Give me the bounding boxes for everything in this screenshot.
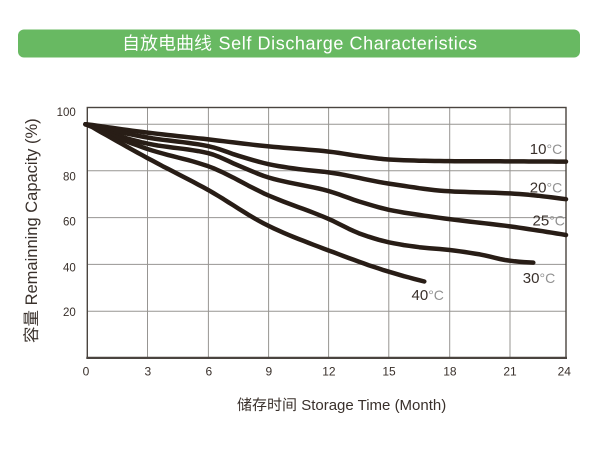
svg-text:80: 80 [63, 171, 76, 183]
svg-text:100: 100 [57, 107, 76, 119]
svg-text:Remainning Capacity (%): Remainning Capacity (%) [23, 118, 41, 305]
svg-text:40: 40 [63, 263, 76, 275]
svg-text:6: 6 [205, 364, 212, 378]
svg-text:3: 3 [144, 364, 151, 378]
svg-text:20: 20 [63, 307, 76, 319]
svg-text:12: 12 [322, 364, 336, 378]
svg-text:Storage Time (Month): Storage Time (Month) [301, 397, 446, 414]
svg-text:21: 21 [503, 364, 517, 378]
svg-text:10°C: 10°C [530, 141, 562, 158]
svg-text:9: 9 [265, 364, 272, 378]
svg-text:0: 0 [83, 364, 90, 378]
svg-text:Self Discharge Characteristics: Self Discharge Characteristics [219, 34, 478, 54]
svg-text:20°C: 20°C [530, 180, 562, 197]
svg-text:15: 15 [382, 364, 396, 378]
svg-text:30°C: 30°C [523, 270, 555, 287]
svg-text:18: 18 [443, 364, 457, 378]
svg-text:40°C: 40°C [412, 287, 444, 304]
svg-text:25°C: 25°C [533, 213, 565, 230]
svg-text:60: 60 [63, 216, 76, 228]
svg-text:24: 24 [558, 364, 572, 378]
